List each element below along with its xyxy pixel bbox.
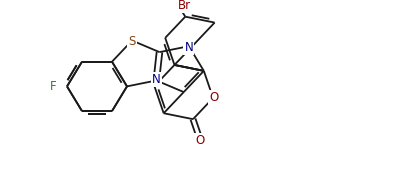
Text: N: N: [152, 73, 161, 86]
Text: Br: Br: [178, 0, 191, 12]
Text: N: N: [184, 41, 193, 54]
Text: S: S: [128, 35, 136, 48]
Text: F: F: [50, 80, 56, 93]
Text: O: O: [209, 91, 219, 105]
Text: O: O: [195, 134, 204, 147]
